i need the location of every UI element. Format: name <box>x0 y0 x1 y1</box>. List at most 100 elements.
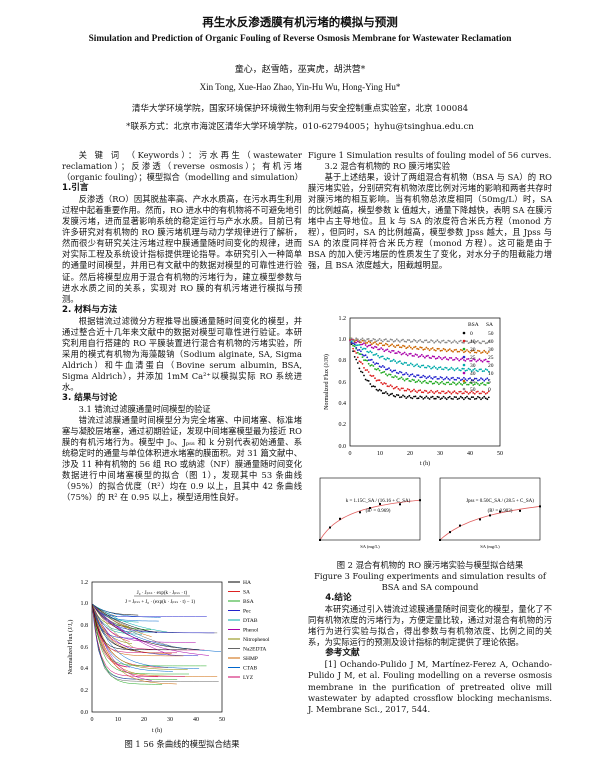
fig2-point <box>448 348 451 350</box>
fig2-point <box>428 349 431 352</box>
fig2a-point <box>359 511 361 514</box>
fig2-point <box>381 392 384 395</box>
fig2-point <box>434 340 437 343</box>
fig2a-fit-curve <box>319 499 421 541</box>
fig2-point <box>386 392 389 395</box>
fig2-point <box>400 376 403 379</box>
fig2-point <box>386 385 389 388</box>
fig2-point <box>486 398 489 401</box>
fig2-point <box>386 348 389 351</box>
fig2-point <box>433 341 436 344</box>
fig2-point <box>428 391 431 394</box>
fig2-point <box>430 367 432 370</box>
fig2-point <box>424 375 426 378</box>
fig2-point <box>374 345 376 348</box>
fig2-point <box>389 351 392 354</box>
fig2-point <box>392 345 395 347</box>
fig2-point <box>413 355 415 357</box>
fig2-point <box>420 364 423 367</box>
fig2-point <box>405 340 408 343</box>
fig2-point <box>413 346 415 349</box>
fig2-point <box>469 377 471 379</box>
fig2-point <box>473 377 476 380</box>
fig2-legend-swatch <box>462 379 466 383</box>
fig2-point <box>456 342 459 344</box>
fig2-point <box>448 368 451 371</box>
fig2-point <box>374 353 376 356</box>
fig2-point <box>405 389 408 392</box>
fig2-point <box>469 368 471 371</box>
paper-title-en: Simulation and Prediction of Organic Fou… <box>88 34 512 44</box>
fig2-point <box>374 377 376 380</box>
fig2-point <box>427 341 429 344</box>
fig2-point <box>349 337 351 340</box>
fig2-point <box>411 373 414 375</box>
fig2-point <box>364 359 367 362</box>
fig2-point <box>427 365 429 367</box>
fig1-curve <box>91 603 200 650</box>
fig1-curves <box>91 603 222 685</box>
fig2-point <box>403 389 406 392</box>
fig2-point <box>470 339 473 342</box>
fig1-xtick: 20 <box>141 717 147 723</box>
section-3-1-heading: 3.1 错流过滤膜通量时间模型的验证 <box>78 404 211 415</box>
fig2-point <box>406 396 409 398</box>
fig1-xticks: 0 10 20 30 40 50 <box>91 717 226 723</box>
fig2-point <box>436 347 439 350</box>
fig2-point <box>484 392 487 395</box>
fig2-point <box>428 341 431 343</box>
fig2-point <box>361 356 364 358</box>
fig2-point <box>467 397 470 400</box>
fig2-point <box>353 345 356 348</box>
fig2-point <box>374 385 376 388</box>
fig2-point <box>361 353 364 356</box>
fig2-point <box>419 339 422 341</box>
fig2a-points <box>319 499 421 541</box>
fig2-point <box>405 397 408 399</box>
fig2-point <box>369 344 372 347</box>
fig2-point <box>477 370 479 373</box>
fig2-point <box>420 376 423 379</box>
fig1-curve <box>91 603 129 627</box>
fig2-point <box>484 368 487 371</box>
fig2-point <box>466 369 468 372</box>
fig2-point <box>378 379 381 382</box>
fig2-point <box>427 392 429 394</box>
fig2-point <box>360 353 362 356</box>
fig2-point <box>406 388 409 390</box>
fig2b-point <box>459 524 461 527</box>
fig2-point <box>394 369 397 372</box>
fig2-point <box>417 340 420 342</box>
fig2-point <box>428 398 431 400</box>
fig2-point <box>367 340 370 343</box>
fig2-point <box>463 342 465 344</box>
fig2-point <box>361 343 364 346</box>
fig2-point <box>399 341 401 343</box>
section-1-text: 反渗透（RO）因其脱盐率高、产水水质高，在污水再生利用过程中起着重要作用。然而，… <box>62 194 302 304</box>
fig2-legend-sa: 50 <box>488 331 494 337</box>
fig2-point <box>450 392 453 395</box>
fig2-point <box>427 347 429 350</box>
fig2-point <box>356 340 359 343</box>
fig2-point <box>370 346 373 349</box>
fig2-point <box>419 380 422 383</box>
fig2-point <box>389 384 392 386</box>
fig2-point <box>417 348 420 350</box>
fig2-point <box>385 358 387 361</box>
authors-cn: 童心，赵雪皓，巫寅虎，胡洪营* <box>234 65 366 75</box>
fig2-point <box>358 349 361 351</box>
fig2-point <box>399 360 401 363</box>
fig2-point <box>364 344 367 346</box>
fig2-point <box>409 341 412 343</box>
fig2-point <box>475 360 478 363</box>
fig2-point <box>383 338 386 341</box>
fig2-ytick: 0.8 <box>339 358 347 364</box>
fig2-point <box>441 397 443 400</box>
fig2-point <box>439 341 442 344</box>
fig2-point <box>389 393 392 396</box>
fig2-point <box>445 358 448 360</box>
fig2-point <box>381 371 384 374</box>
fig2-point <box>400 371 403 374</box>
fig2-point <box>484 342 487 345</box>
fig2-point <box>361 339 364 342</box>
